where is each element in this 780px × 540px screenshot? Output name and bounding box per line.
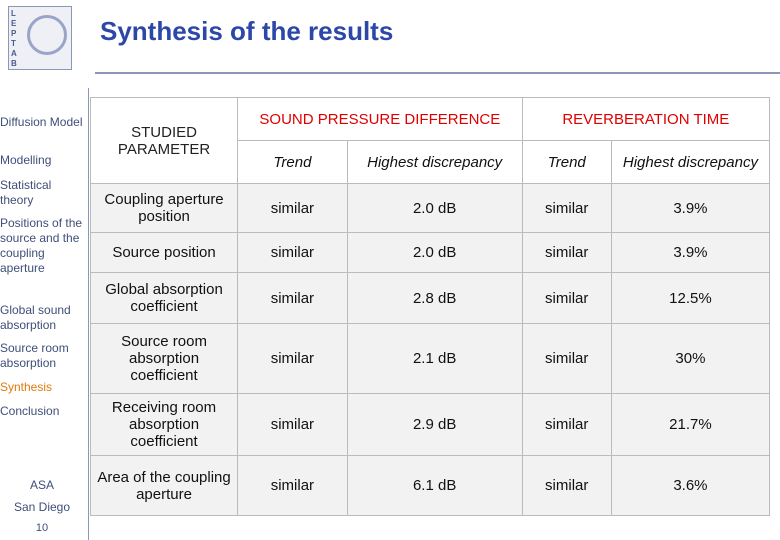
cell: 2.8 dB [346, 272, 523, 324]
cell: similar [521, 393, 612, 456]
nav-item: Source room absorption [0, 341, 69, 370]
nav-item: Modelling [0, 153, 52, 167]
cell: 2.9 dB [346, 393, 523, 456]
cell: similar [237, 272, 348, 324]
cell: similar [521, 455, 612, 516]
page-number: 10 [35, 522, 49, 534]
table-row: Global absorption coefficient similar 2.8 … [89, 272, 771, 324]
cell: 30% [610, 323, 771, 394]
table-row: Source room absorption coefficient simila… [89, 323, 771, 394]
nav-item: Diffusion Model [0, 115, 83, 129]
cell: 3.6% [610, 455, 771, 516]
footer-place: San Diego [13, 500, 71, 514]
table-row: Receiving room absorption coefficient sim… [89, 393, 771, 456]
divider [88, 88, 89, 540]
cell: 2.0 dB [346, 232, 523, 273]
column-header: Highest discrepancy [346, 140, 523, 184]
cell: 3.9% [610, 232, 771, 273]
cell: similar [521, 323, 612, 394]
row-header: Source room absorption coefficient [89, 323, 239, 394]
row-header: Source position [89, 232, 239, 273]
cell: similar [237, 183, 348, 233]
nav-item: Positions of the source and the coupling… [0, 216, 83, 275]
table-row: Source position similar 2.0 dB similar 3.9% [89, 232, 771, 273]
column-header: Trend [237, 140, 348, 184]
corner-header: STUDIED PARAMETER [89, 97, 239, 184]
logo: LEPTAB [8, 6, 72, 70]
group-header: SOUND PRESSURE DIFFERENCE [237, 97, 523, 141]
results-table: STUDIED PARAMETER SOUND PRESSURE DIFFERE… [89, 97, 771, 516]
cell: 6.1 dB [346, 455, 523, 516]
cell: 21.7% [610, 393, 771, 456]
cell: 2.1 dB [346, 323, 523, 394]
row-header: Area of the coupling aperture [89, 455, 239, 516]
cell: similar [237, 232, 348, 273]
group-header: REVERBERATION TIME [521, 97, 771, 141]
cell: 3.9% [610, 183, 771, 233]
footer-event: ASA [29, 478, 54, 492]
column-header: Highest discrepancy [610, 140, 771, 184]
cell: similar [237, 323, 348, 394]
logo-text: LEPTAB [11, 9, 17, 68]
nav-item: Conclusion [0, 404, 60, 418]
nav-item: Global sound absorption [0, 303, 71, 332]
cell: 12.5% [610, 272, 771, 324]
row-header: Receiving room absorption coefficient [89, 393, 239, 456]
nav-item: Statistical theory [0, 178, 52, 207]
nav-item: Synthesis [0, 380, 53, 394]
cell: similar [521, 232, 612, 273]
row-header: Global absorption coefficient [89, 272, 239, 324]
table-row: Coupling aperture position similar 2.0 dB s… [89, 183, 771, 233]
logo-ring [27, 15, 67, 55]
cell: similar [521, 272, 612, 324]
column-header: Trend [521, 140, 612, 184]
cell: 2.0 dB [346, 183, 523, 233]
table-row: Area of the coupling aperture similar 6.1 … [89, 455, 771, 516]
row-header: Coupling aperture position [89, 183, 239, 233]
cell: similar [237, 393, 348, 456]
divider [95, 72, 780, 74]
title: Synthesis of the results [100, 16, 394, 46]
cell: similar [521, 183, 612, 233]
cell: similar [237, 455, 348, 516]
